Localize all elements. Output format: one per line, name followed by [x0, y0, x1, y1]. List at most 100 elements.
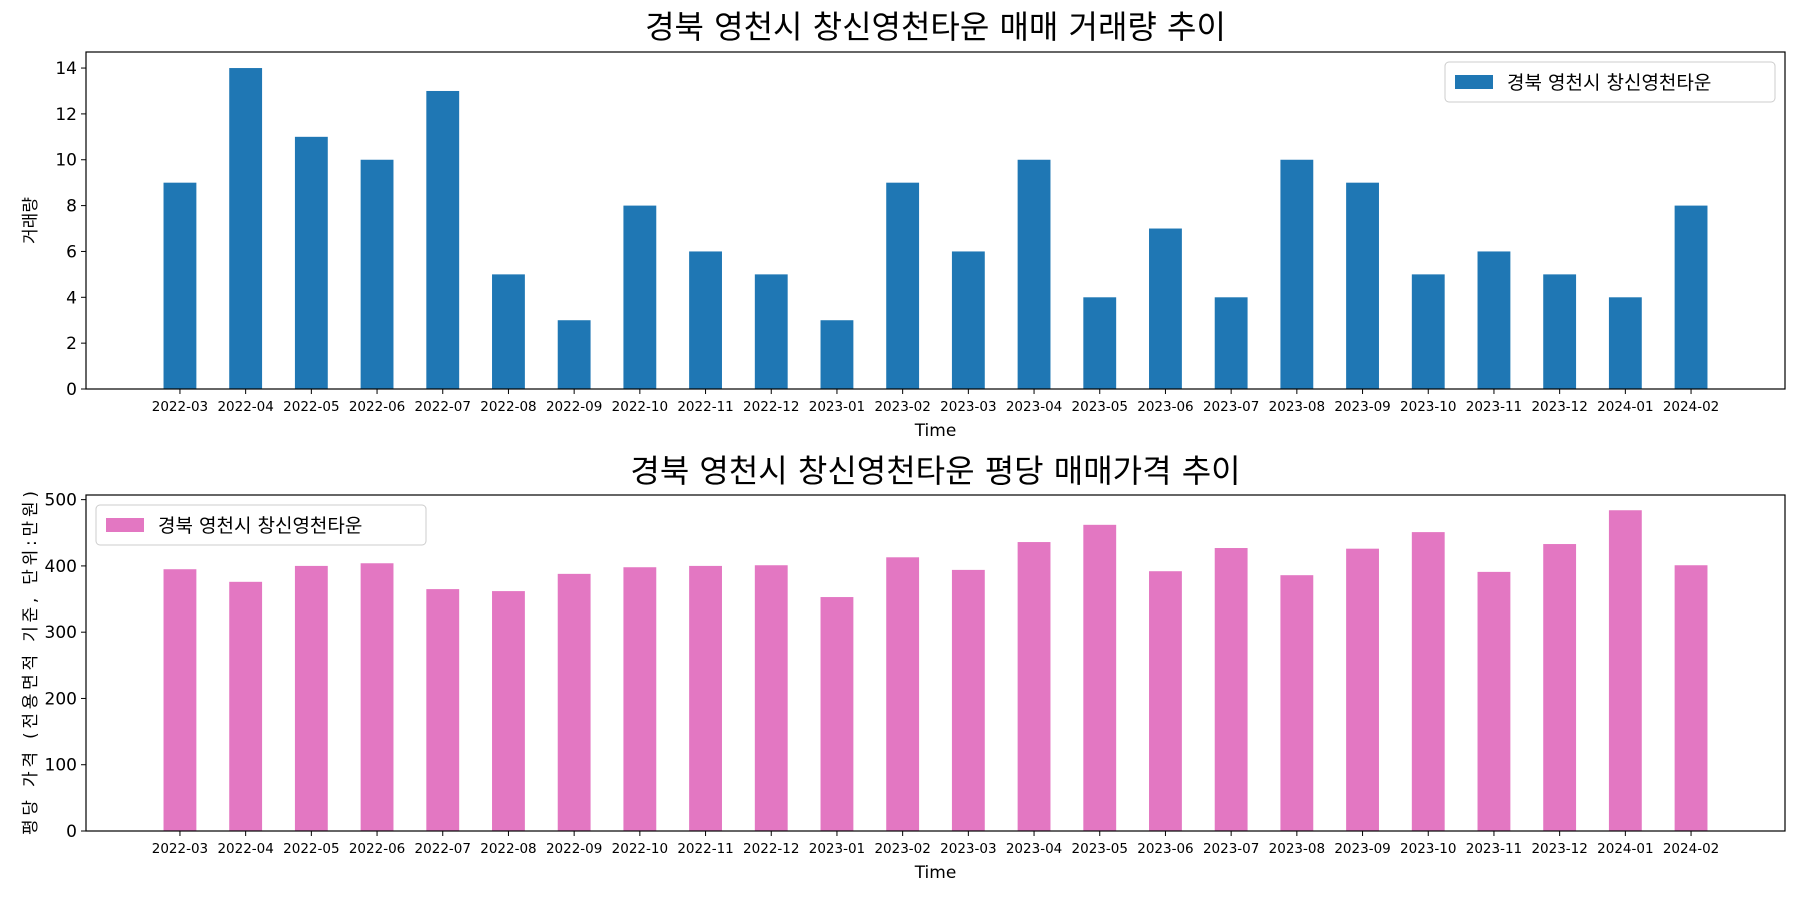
bar	[623, 205, 657, 389]
bar	[1346, 548, 1379, 831]
bar	[492, 274, 525, 389]
bar	[557, 573, 591, 831]
x-tick-label: 2022-03	[152, 841, 208, 857]
x-tick-label: 2023-06	[1137, 399, 1193, 415]
legend-label: 경북 영천시 창신영천타운	[1507, 72, 1711, 94]
chart-title: 경북 영천시 창신영천타운 매매 거래량 추이	[645, 8, 1226, 46]
bar	[294, 136, 328, 389]
x-tick-label: 2023-05	[1072, 399, 1128, 415]
bar	[1280, 159, 1314, 389]
x-tick-label: 2024-02	[1663, 399, 1719, 415]
y-tick-label: 500	[45, 491, 77, 511]
y-axis-label: 거래량	[21, 197, 41, 244]
x-tick-label: 2022-09	[546, 841, 602, 857]
bar	[1674, 205, 1708, 389]
x-tick-label: 2023-08	[1269, 841, 1325, 857]
bar	[951, 569, 985, 831]
x-tick-label: 2023-11	[1466, 841, 1522, 857]
x-tick-label: 2024-01	[1597, 399, 1653, 415]
chart-1: 경북 영천시 창신영천타운 매매 거래량 추이 0 2 4 6 8 10 12 14 2022-0…	[21, 8, 1786, 441]
bar	[1411, 274, 1445, 389]
x-tick-label: 2023-09	[1334, 841, 1390, 857]
bar	[1411, 532, 1445, 831]
x-tick-label: 2023-03	[940, 399, 996, 415]
x-tick-label: 2023-04	[1006, 399, 1062, 415]
bar	[1280, 575, 1314, 831]
chart-title: 경북 영천시 창신영천타운 평당 매매가격 추이	[630, 452, 1240, 490]
x-tick-label: 2022-07	[415, 841, 471, 857]
x-tick-label: 2023-03	[940, 841, 996, 857]
bar	[820, 320, 854, 389]
y-tick-label: 0	[66, 380, 77, 400]
bar	[689, 565, 722, 831]
bar	[294, 565, 328, 831]
legend: 경북 영천시 창신영천타운	[95, 504, 427, 546]
x-tick-label: 2023-09	[1334, 399, 1390, 415]
y-tick-label: 0	[66, 822, 77, 842]
y-tick-label: 2	[66, 334, 77, 354]
x-axis-label: Time	[914, 421, 957, 441]
x-tick-label: 2023-10	[1400, 399, 1456, 415]
legend-swatch	[1455, 75, 1493, 89]
x-tick-label: 2022-06	[349, 399, 405, 415]
plot-frame	[85, 494, 1786, 832]
x-tick-label: 2023-08	[1269, 399, 1325, 415]
x-tick-label: 2023-07	[1203, 399, 1259, 415]
x-axis-label: Time	[914, 863, 957, 883]
legend-box	[1444, 61, 1776, 103]
y-axis-label: 평당 가격 (전용면적 기준, 단위:만원)	[21, 491, 41, 835]
y-tick-label: 100	[45, 756, 77, 776]
y-tick-label: 200	[45, 689, 77, 709]
x-tick-label: 2023-06	[1137, 841, 1193, 857]
x-tick-label: 2022-04	[217, 841, 273, 857]
bar	[163, 182, 197, 389]
x-tick-label: 2022-05	[283, 841, 339, 857]
bar	[820, 597, 854, 831]
x-tick-label: 2022-10	[612, 841, 668, 857]
x-tick-label: 2022-12	[743, 841, 799, 857]
bar	[1346, 182, 1379, 389]
bar	[754, 565, 788, 831]
y-tick-label: 300	[45, 623, 77, 643]
x-tick-label: 2023-01	[809, 399, 865, 415]
x-tick-label: 2022-09	[546, 399, 602, 415]
legend: 경북 영천시 창신영천타운	[1444, 61, 1776, 103]
x-tick-label: 2022-05	[283, 399, 339, 415]
y-tick-label: 10	[55, 151, 77, 171]
bar	[623, 567, 657, 831]
y-tick-label: 6	[66, 242, 77, 262]
x-tick-label: 2022-11	[677, 841, 733, 857]
bar	[1214, 548, 1248, 831]
bar	[1543, 274, 1577, 389]
bar	[1149, 571, 1182, 831]
bar	[163, 569, 197, 831]
bar	[1477, 571, 1511, 831]
bar	[229, 581, 263, 831]
legend-box	[95, 504, 427, 546]
x-tick-label: 2022-12	[743, 399, 799, 415]
x-tick-label: 2023-02	[874, 399, 930, 415]
bar	[1017, 542, 1051, 831]
bar	[360, 159, 394, 389]
x-tick-label: 2023-04	[1006, 841, 1062, 857]
x-tick-label: 2022-08	[480, 841, 536, 857]
bar	[426, 589, 460, 831]
bar	[1017, 159, 1051, 389]
bar	[492, 591, 525, 831]
x-tick-label: 2023-12	[1531, 841, 1587, 857]
x-tick-label: 2024-01	[1597, 841, 1653, 857]
x-tick-label: 2023-02	[874, 841, 930, 857]
legend-swatch	[106, 518, 144, 532]
y-tick-label: 400	[45, 557, 77, 577]
y-tick-label: 12	[55, 105, 77, 125]
x-tick-label: 2022-06	[349, 841, 405, 857]
x-tick-label: 2022-03	[152, 399, 208, 415]
bar	[1543, 544, 1577, 831]
bar	[557, 320, 591, 389]
x-tick-label: 2023-07	[1203, 841, 1259, 857]
y-tick-label: 4	[66, 288, 77, 308]
x-tick-label: 2022-08	[480, 399, 536, 415]
bar	[754, 274, 788, 389]
bar	[1477, 251, 1511, 389]
